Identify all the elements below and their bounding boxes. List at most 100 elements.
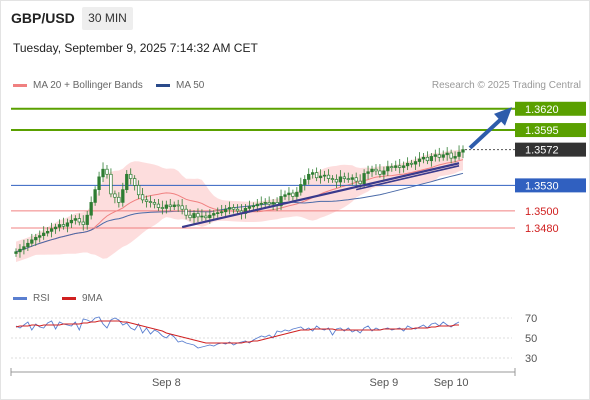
candle-body <box>350 177 354 180</box>
candle-body <box>105 168 109 175</box>
candle-body <box>184 208 188 216</box>
candle-body <box>77 218 81 223</box>
candle-body <box>307 173 311 180</box>
ma20-swatch <box>13 83 27 87</box>
candle-body <box>279 196 283 207</box>
candle-body <box>362 173 366 185</box>
candle-body <box>81 221 85 225</box>
candle-body <box>133 178 137 186</box>
rsi-ma-swatch <box>62 296 76 300</box>
candle-body <box>334 179 339 183</box>
candle-body <box>318 175 323 179</box>
candle-body <box>57 224 62 228</box>
candle-body <box>247 206 252 209</box>
candle-body <box>461 149 465 153</box>
timeframe-button[interactable]: 30 MIN <box>82 7 133 30</box>
candle-body <box>287 192 291 196</box>
projection-arrow-head <box>494 107 512 126</box>
candle-body <box>398 165 402 168</box>
candle-body <box>121 189 125 203</box>
candle-body <box>346 178 350 180</box>
candle-body <box>208 214 212 219</box>
candle-body <box>251 205 255 208</box>
candle-body <box>314 172 319 179</box>
trendline-support-short <box>356 165 460 191</box>
candle-body <box>429 156 434 162</box>
candle-body <box>34 236 38 241</box>
candle-body <box>200 215 204 218</box>
candle-body <box>299 184 303 193</box>
candle-body <box>453 156 457 159</box>
legend-rsi-ma: 9MA <box>62 293 103 304</box>
price-tag-label: 1.3572 <box>525 145 559 157</box>
candle-body <box>89 202 93 216</box>
candle-body <box>231 207 236 210</box>
price-tag-bg <box>515 101 586 116</box>
rsi-ma-label: 9MA <box>82 293 103 304</box>
candle-body <box>144 199 149 202</box>
candle-body <box>358 180 362 185</box>
candle-body <box>49 228 54 232</box>
candle-body <box>409 162 414 165</box>
candle-body <box>204 215 208 219</box>
candle-body <box>69 219 74 224</box>
candle-body <box>291 192 295 197</box>
candle-body <box>148 201 153 203</box>
candle-body <box>378 170 382 175</box>
candle-body <box>192 213 196 219</box>
x-tick-label: Sep 9 <box>370 377 399 389</box>
candle-body <box>342 176 346 179</box>
legend-ma20: MA 20 + Bollinger Bands <box>13 80 143 91</box>
candle-body <box>437 154 441 158</box>
candle-body <box>97 176 101 190</box>
candle-body <box>117 196 121 203</box>
timestamp: Tuesday, September 9, 2025 7:14:32 AM CE… <box>13 41 258 55</box>
candle-body <box>421 156 426 160</box>
candle-body <box>85 214 89 225</box>
rsi-swatch <box>13 296 27 300</box>
candle-body <box>220 211 224 214</box>
candle-body <box>18 248 22 253</box>
candle-body <box>172 204 176 208</box>
legend-ma50: MA 50 <box>156 80 204 91</box>
candle-body <box>65 222 70 227</box>
rsi-tick-label: 30 <box>525 353 537 365</box>
symbol-title: GBP/USD <box>11 10 75 26</box>
candle-body <box>73 218 77 221</box>
candle-body <box>22 246 26 250</box>
candle-body <box>382 170 386 175</box>
candle-body <box>295 191 299 197</box>
candle-body <box>136 185 141 196</box>
price-tag-bg <box>515 178 586 193</box>
candle-body <box>366 171 370 174</box>
candle-body <box>109 173 113 195</box>
x-tick-label: Sep 10 <box>434 377 469 389</box>
candle-body <box>45 231 50 234</box>
candle-body <box>441 154 445 158</box>
rsi-tick-label: 50 <box>525 333 537 345</box>
price-tag-label: 1.3620 <box>525 104 559 116</box>
candle-body <box>417 158 422 162</box>
candle-body <box>413 161 418 165</box>
ma50-swatch <box>156 83 170 87</box>
price-tag-label: 1.3500 <box>525 206 559 218</box>
candle-body <box>405 162 410 167</box>
candle-body <box>259 202 263 205</box>
candle-body <box>449 152 453 159</box>
ma50-label: MA 50 <box>176 80 205 91</box>
candle-body <box>311 172 315 175</box>
candle-body <box>168 204 172 208</box>
candle-body <box>303 179 307 185</box>
projection-arrow-shaft <box>468 115 505 150</box>
candle-body <box>433 154 437 157</box>
candle-body <box>263 202 267 204</box>
rsi-tick-label: 70 <box>525 313 537 325</box>
candle-body <box>267 202 271 205</box>
candle-body <box>42 232 46 236</box>
price-tag-label: 1.3530 <box>525 180 559 192</box>
price-tag-label: 1.3480 <box>525 223 559 235</box>
candle-body <box>53 226 58 230</box>
candle-body <box>26 242 30 248</box>
candle-body <box>394 165 398 168</box>
